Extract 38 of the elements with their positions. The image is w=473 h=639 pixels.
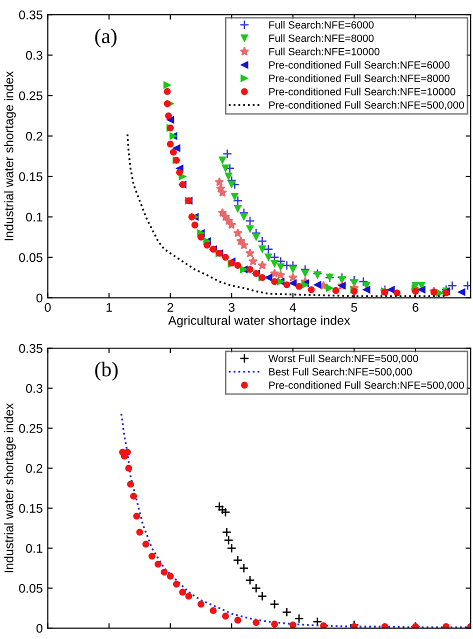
y-tick-label: 0.25 [19,91,42,100]
y-tick-label: 0 [36,624,42,633]
y-tick-label: 0.25 [19,424,42,433]
y-axis-title: Industrial water shortage index [4,403,16,572]
legend-label: Full Search:NFE=8000 [269,34,374,42]
legend-label: Pre-conditioned Full Search:NFE=8000 [269,74,450,82]
legend-label: Pre-conditioned Full Search:NFE=10000 [269,88,456,96]
annotation: (a) [95,28,116,48]
x-tick-label: 5 [351,303,358,312]
y-tick-label: 0.15 [19,172,42,182]
legend-label: Best Full Search:NFE=500,000 [269,368,412,377]
x-axis-title: Agricultural water shortage index [168,316,350,328]
legend-label: Pre-conditioned Full Search:NFE=500,000 [269,101,464,110]
y-tick-label: 0 [36,294,42,302]
x-tick-label: 4 [290,303,296,312]
legend-label: Full Search:NFE=6000 [269,20,374,29]
y-tick-label: 0.3 [26,384,42,393]
legend-label: Pre-conditioned Full Search:NFE=500,000 [269,381,464,390]
y-tick-label: 0.05 [19,253,42,262]
legend-label: Pre-conditioned Full Search:NFE=6000 [269,61,450,69]
y-tick-label: 0.05 [19,584,42,593]
y-tick-label: 0.3 [26,50,42,60]
legend-label: Full Search:NFE=10000 [269,48,380,56]
x-tick-label: 3 [228,302,235,312]
y-tick-label: 0.1 [26,544,42,553]
x-tick-label: 0 [44,302,51,312]
y-axis-title: Industrial water shortage index [4,71,16,240]
x-tick-label: 2 [167,302,174,312]
y-tick-label: 0.15 [19,504,42,513]
y-tick-label: 0.35 [19,10,42,20]
x-tick-label: 1 [106,303,112,312]
legend-label: Worst Full Search:NFE=500,000 [268,354,418,364]
x-tick-label: 6 [412,302,418,312]
y-tick-label: 0.35 [19,344,42,353]
y-tick-label: 0.2 [26,132,42,141]
y-tick-label: 0.1 [26,212,42,222]
y-tick-label: 0.2 [26,464,42,473]
annotation: (b) [95,362,118,381]
